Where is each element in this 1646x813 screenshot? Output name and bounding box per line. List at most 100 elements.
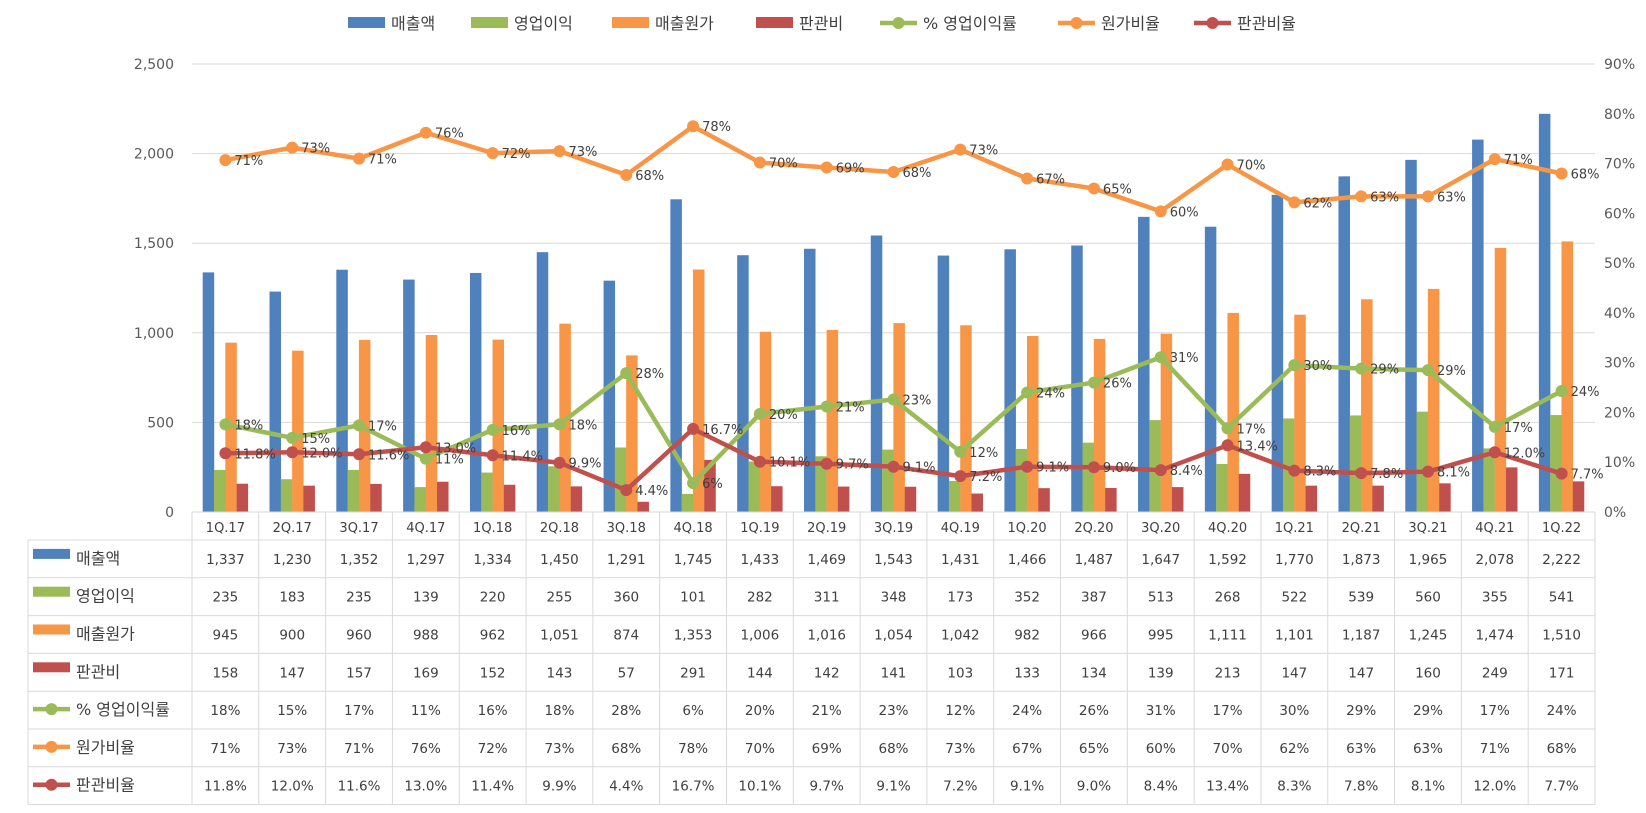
table-cell: 945 — [213, 628, 239, 644]
data-table: 1Q.17 2Q.17 3Q.17 4Q.17 1Q.18 2Q.18 3Q.18 4Q.18… — [27, 511, 1596, 806]
table-cell: 139 — [1148, 665, 1174, 681]
table-cell: 18% — [210, 703, 240, 719]
bar-3 — [960, 325, 972, 512]
table-legend-marker — [45, 778, 58, 791]
table-legend-key — [33, 586, 70, 597]
table-cell: 900 — [279, 628, 305, 644]
data-label: 60% — [1170, 205, 1199, 220]
table-cell: 12% — [945, 703, 975, 719]
legend-swatch — [756, 17, 793, 28]
data-label: 12.0% — [301, 446, 342, 461]
table-legend-marker — [45, 703, 58, 716]
y-axis-left: 0 500 1,000 1,500 2,000 2,500 — [134, 57, 174, 521]
y-tick-label: 2,500 — [134, 57, 174, 73]
table-cell: 1,965 — [1409, 552, 1448, 568]
x-tick-label: 1Q.22 — [1542, 521, 1581, 536]
bar-3 — [692, 269, 705, 512]
table-cell: 183 — [279, 590, 305, 606]
line-point-3 — [1355, 467, 1368, 480]
x-tick-label: 2Q.17 — [273, 521, 312, 536]
line-point-1 — [1355, 362, 1368, 375]
data-label: 17% — [368, 419, 397, 434]
table-cell: 268 — [1215, 590, 1241, 606]
line-point-3 — [353, 448, 366, 461]
table-legend-key — [33, 624, 70, 635]
data-label: 13.0% — [435, 441, 476, 456]
line-point-3 — [219, 447, 232, 460]
table-cell: 1,745 — [674, 552, 713, 568]
bar-4 — [570, 486, 583, 512]
y-tick-label: 0 — [165, 505, 174, 521]
table-cell: 1,469 — [807, 552, 846, 568]
table-cell: 1,016 — [807, 628, 846, 644]
table-cell: 1,510 — [1542, 628, 1581, 644]
y-tick-label: 1,000 — [134, 326, 174, 342]
table-cell: 1,433 — [741, 552, 780, 568]
table-cell: 73% — [277, 741, 307, 757]
legend-label: 매출원가 — [655, 14, 714, 33]
line-point-1 — [1488, 420, 1501, 433]
bar-2 — [1216, 463, 1228, 512]
x-tick-label: 4Q.19 — [941, 521, 980, 536]
data-label: 70% — [769, 157, 798, 172]
legend-swatch — [471, 17, 508, 28]
bar-4 — [503, 484, 516, 512]
line-point-1 — [1555, 385, 1568, 398]
table-cell: 387 — [1081, 590, 1107, 606]
data-label: 62% — [1303, 196, 1332, 211]
table-cell: 63% — [1346, 741, 1376, 757]
table-cell: 16.7% — [672, 779, 715, 795]
line-point-3 — [887, 460, 900, 473]
table-cell: 1,230 — [273, 552, 312, 568]
bar-3 — [425, 334, 438, 512]
bar-1 — [1271, 194, 1284, 513]
y2-tick-label: 90% — [1604, 57, 1635, 73]
table-cell: 65% — [1079, 741, 1109, 757]
data-label: 12.0% — [1504, 446, 1545, 461]
data-label: 68% — [635, 169, 664, 184]
bar-4 — [1105, 487, 1117, 512]
table-cell: 960 — [346, 628, 372, 644]
table-cell: 235 — [346, 590, 372, 606]
table-cell: 220 — [480, 590, 506, 606]
bar-1 — [202, 272, 215, 512]
line-point-2 — [820, 161, 833, 174]
bar-4 — [1505, 467, 1518, 512]
x-tick-label: 3Q.17 — [339, 521, 378, 536]
data-label: 24% — [1571, 385, 1600, 400]
table-cell: 18% — [544, 703, 574, 719]
table-cell: 171 — [1549, 665, 1575, 681]
table-cell: 560 — [1415, 590, 1441, 606]
line-point-2 — [753, 156, 766, 169]
line-point-3 — [1087, 461, 1100, 474]
table-row-label: 매출액 — [76, 549, 120, 568]
line-point-3 — [954, 470, 967, 483]
x-tick-label: 4Q.17 — [406, 521, 445, 536]
data-label: 29% — [1370, 363, 1399, 378]
line-point-1 — [1154, 351, 1167, 364]
table-cell: 21% — [812, 703, 842, 719]
table-cell: 7.8% — [1344, 779, 1378, 795]
line-point-1 — [1087, 376, 1100, 389]
line-point-1 — [486, 423, 499, 436]
data-label: 26% — [1103, 377, 1132, 392]
data-label: 11% — [435, 453, 464, 468]
line-point-2 — [1288, 196, 1301, 209]
line-point-1 — [1221, 422, 1234, 435]
data-label: 29% — [1437, 364, 1466, 379]
bar-2 — [1550, 415, 1562, 512]
line-point-2 — [1421, 190, 1434, 203]
data-label: 63% — [1370, 190, 1399, 205]
data-label: 17% — [1504, 421, 1533, 436]
bar-4 — [837, 486, 850, 512]
bar-1 — [269, 291, 282, 512]
table-cell: 12.0% — [271, 779, 314, 795]
table-cell: 1,431 — [941, 552, 980, 568]
table-cell: 62% — [1279, 741, 1309, 757]
table-cell: 360 — [613, 590, 639, 606]
bar-1 — [1204, 226, 1217, 512]
line-point-3 — [1221, 439, 1234, 452]
bar-2 — [882, 449, 894, 512]
line-point-1 — [1421, 364, 1434, 377]
bar-2 — [1082, 442, 1095, 512]
